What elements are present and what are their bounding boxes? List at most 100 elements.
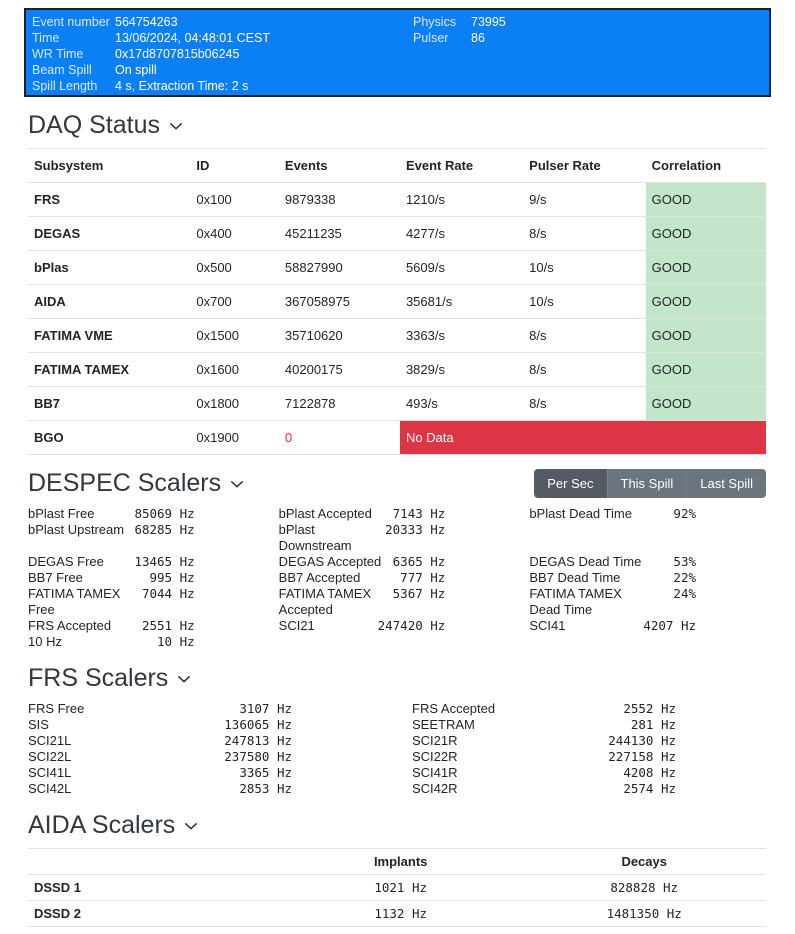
scaler-value: 2551 Hz xyxy=(141,618,195,633)
last-spill-button[interactable]: Last Spill xyxy=(686,469,766,498)
scaler-label: SCI42L xyxy=(28,781,72,796)
scaler-value: 2574 Hz xyxy=(623,781,676,796)
wr-time-value: 0x17d8707815b06245 xyxy=(115,47,240,61)
scaler-label: DEGAS Free xyxy=(28,554,104,569)
scaler-item: DEGAS Accepted 6365 Hz xyxy=(279,554,516,570)
scaler-label: 10 Hz xyxy=(28,634,62,649)
scaler-item xyxy=(529,634,766,650)
scaler-label: BB7 Free xyxy=(28,570,83,585)
daq-status-table: Subsystem ID Events Event Rate Pulser Ra… xyxy=(28,148,766,455)
subsystem-id: 0x700 xyxy=(190,284,279,319)
detector-name: DSSD 1 xyxy=(28,874,279,901)
column-header-event-rate: Event Rate xyxy=(399,148,524,183)
events-count: 7122878 xyxy=(278,386,400,421)
scaler-value: 3365 Hz xyxy=(239,765,292,780)
scaler-label: FRS Accepted xyxy=(412,701,496,716)
run-info-right-column: Physics 73995 Pulser 86 xyxy=(407,14,506,46)
scaler-value: 22% xyxy=(673,570,696,585)
run-info-row: Pulser 86 xyxy=(407,30,506,46)
page-title: DAQ Status xyxy=(28,111,160,139)
decays-rate: 1481350 Hz xyxy=(522,900,766,927)
correlation-status-badge: GOOD xyxy=(645,250,766,285)
scaler-label: BB7 Accepted xyxy=(278,570,361,585)
column-header-pulser-rate: Pulser Rate xyxy=(523,148,646,183)
correlation-status-badge: GOOD xyxy=(645,182,766,217)
chevron-down-icon xyxy=(177,664,191,693)
scaler-value: 92% xyxy=(673,506,696,521)
scaler-item: SIS 136065 Hz xyxy=(28,717,382,733)
events-count: 45211235 xyxy=(278,216,400,251)
scaler-label: bPlast Upstream xyxy=(28,522,125,537)
scaler-item: FATIMA TAMEX Free 7044 Hz xyxy=(28,586,265,618)
scaler-value: 85069 Hz xyxy=(134,506,195,521)
no-data-status-badge: No Data xyxy=(399,420,766,455)
scaler-value: 777 Hz xyxy=(400,570,446,585)
this-spill-button[interactable]: This Spill xyxy=(606,469,687,498)
scaler-label: BB7 Dead Time xyxy=(529,570,621,585)
scaler-item: SCI21L 247813 Hz xyxy=(28,733,382,749)
event-rate: 1210/s xyxy=(399,182,524,217)
subsystem-name: FRS xyxy=(28,182,191,217)
run-info-row: Event number 564754263 xyxy=(26,14,769,30)
scaler-value: 281 Hz xyxy=(630,717,676,732)
scaler-label: SCI41R xyxy=(412,765,458,780)
scaler-value: 13465 Hz xyxy=(134,554,195,569)
scaler-value: 136065 Hz xyxy=(224,717,292,732)
frs-scalers-collapse-toggle[interactable]: FRS Scalers xyxy=(28,664,191,693)
table-row: FRS 0x100 9879338 1210/s 9/s GOOD xyxy=(28,182,766,217)
events-count-zero: 0 xyxy=(278,420,400,455)
pulser-rate: 10/s xyxy=(523,284,646,319)
scaler-value: 7044 Hz xyxy=(141,586,195,601)
table-header-row: Subsystem ID Events Event Rate Pulser Ra… xyxy=(28,148,766,183)
table-row: DEGAS 0x400 45211235 4277/s 8/s GOOD xyxy=(28,216,766,251)
scaler-value: 10 Hz xyxy=(157,634,195,649)
despec-scalers-collapse-toggle[interactable]: DESPEC Scalers xyxy=(28,469,244,498)
scaler-label: SCI21 xyxy=(278,618,315,633)
column-header-correlation: Correlation xyxy=(645,148,766,183)
scaler-label: FRS Free xyxy=(28,701,85,716)
pulser-rate: 10/s xyxy=(523,250,646,285)
subsystem-id: 0x1500 xyxy=(190,318,279,353)
aida-scalers-collapse-toggle[interactable]: AIDA Scalers xyxy=(28,811,198,840)
implants-rate: 1132 Hz xyxy=(278,900,523,927)
scaler-item: SCI42L 2853 Hz xyxy=(28,781,382,797)
event-rate: 3829/s xyxy=(399,352,524,387)
pulser-count-value: 86 xyxy=(471,31,485,45)
run-info-left-column: Event number 564754263 Time 13/06/2024, … xyxy=(26,14,769,94)
scaler-label: SEETRAM xyxy=(412,717,475,732)
scaler-value: 24% xyxy=(673,586,696,601)
daq-status-collapse-toggle[interactable]: DAQ Status xyxy=(28,111,183,140)
scaler-value: 68285 Hz xyxy=(134,522,195,537)
subsystem-id: 0x1900 xyxy=(190,420,279,455)
scaler-label: bPlast Accepted xyxy=(278,506,372,521)
run-info-label: Time xyxy=(32,31,60,45)
scaler-item: FATIMA TAMEX Accepted 5367 Hz xyxy=(279,586,516,618)
correlation-status-badge: GOOD xyxy=(645,352,766,387)
scaler-label: bPlast Downstream xyxy=(278,522,352,553)
scaler-item: SCI41 4207 Hz xyxy=(529,618,766,634)
subsystem-name: bPlas xyxy=(28,250,191,285)
physics-count-value: 73995 xyxy=(471,15,506,29)
scaler-value: 53% xyxy=(673,554,696,569)
scaler-label: SIS xyxy=(28,717,49,732)
section-title-text: AIDA Scalers xyxy=(28,811,176,839)
scaler-value: 5367 Hz xyxy=(392,586,446,601)
column-header-id: ID xyxy=(190,148,279,183)
scaler-item: bPlast Downstream 20333 Hz xyxy=(279,522,516,554)
scaler-item: SCI41R 4208 Hz xyxy=(412,765,766,781)
per-sec-button[interactable]: Per Sec xyxy=(534,469,607,498)
scaler-label: FATIMA TAMEX Accepted xyxy=(278,586,372,617)
table-row: AIDA 0x700 367058975 35681/s 10/s GOOD xyxy=(28,284,766,319)
subsystem-id: 0x400 xyxy=(190,216,279,251)
daq-status-section: DAQ Status Subsystem ID Events Event Rat… xyxy=(28,111,766,455)
column-header-decays: Decays xyxy=(522,848,766,875)
events-count: 9879338 xyxy=(278,182,400,217)
correlation-status-badge: GOOD xyxy=(645,284,766,319)
scaler-label: SCI22L xyxy=(28,749,72,764)
scaler-item: FATIMA TAMEX Dead Time 24% xyxy=(529,586,766,618)
column-header-events: Events xyxy=(278,148,400,183)
scaler-item: SCI42R 2574 Hz xyxy=(412,781,766,797)
scaler-item: BB7 Free 995 Hz xyxy=(28,570,265,586)
detector-name: DSSD 2 xyxy=(28,900,279,927)
scaler-value: 6365 Hz xyxy=(392,554,446,569)
